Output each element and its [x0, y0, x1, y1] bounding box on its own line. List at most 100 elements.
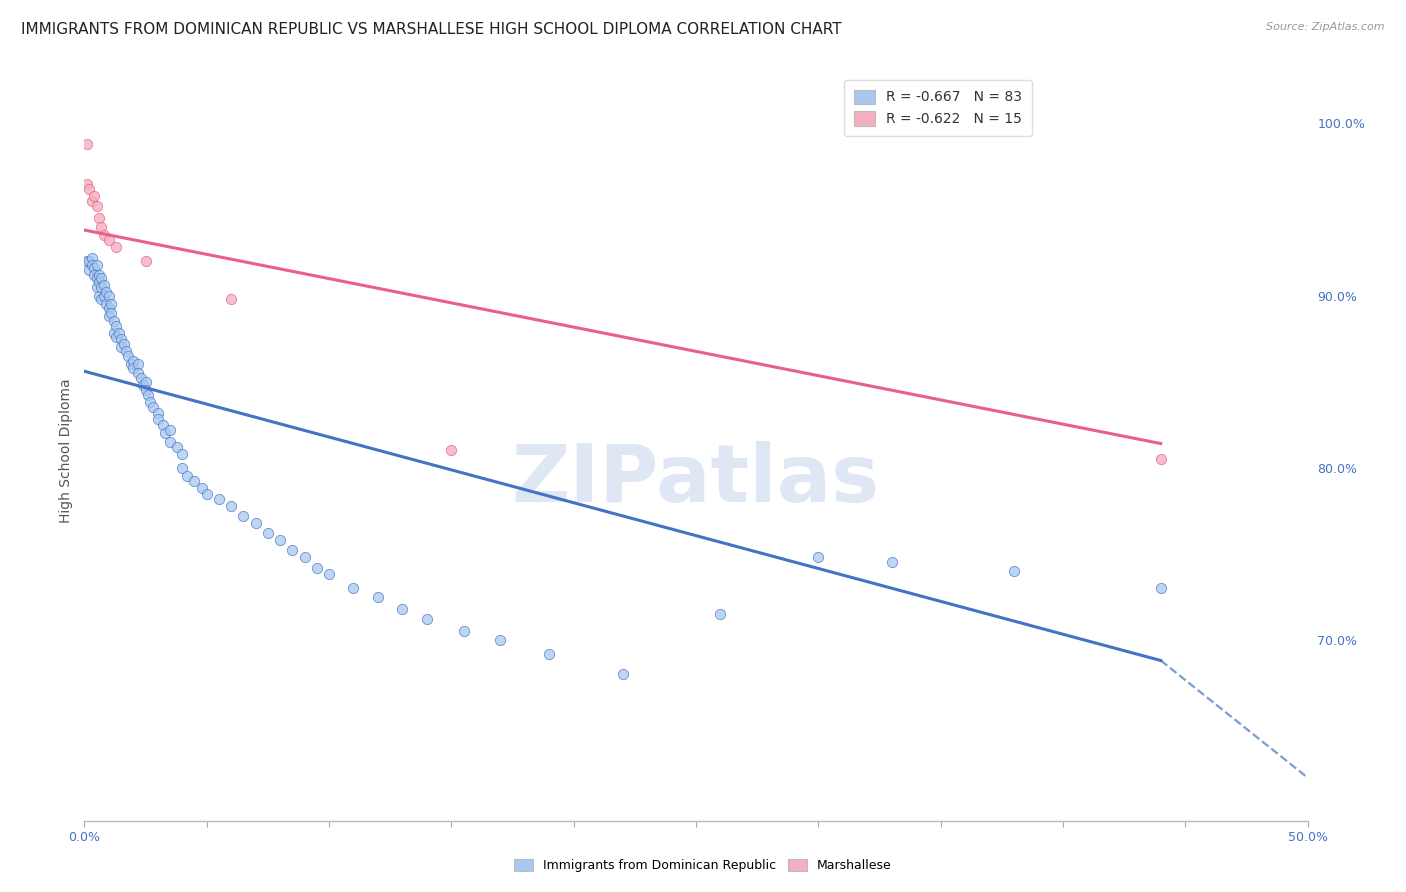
Point [87, 268, 110, 282]
Legend: Immigrants from Dominican Republic, Marshallese: Immigrants from Dominican Republic, Mars… [509, 854, 897, 877]
Y-axis label: High School Diploma: High School Diploma [59, 378, 73, 523]
Point [97, 309, 120, 323]
Point [100, 306, 122, 320]
Point [127, 366, 149, 380]
Point [135, 375, 157, 389]
Point [86, 199, 108, 213]
Legend: R = -0.667   N = 83, R = -0.622   N = 15: R = -0.667 N = 83, R = -0.622 N = 15 [844, 79, 1032, 136]
Point [103, 314, 125, 328]
Point [90, 271, 112, 285]
Text: ZIPatlas: ZIPatlas [512, 441, 880, 519]
Point [77, 254, 100, 268]
Point [93, 278, 115, 293]
Point [86, 280, 108, 294]
Point [103, 326, 125, 341]
Point [142, 401, 165, 415]
Point [219, 499, 242, 513]
Point [172, 447, 194, 461]
Point [76, 177, 98, 191]
Point [96, 285, 118, 299]
Point [612, 667, 634, 681]
Point [112, 336, 135, 351]
Point [80, 251, 103, 265]
Point [183, 475, 205, 489]
Point [83, 188, 105, 202]
Point [100, 297, 122, 311]
Point [110, 340, 132, 354]
Point [391, 602, 413, 616]
Point [90, 219, 112, 234]
Point [90, 292, 112, 306]
Point [232, 508, 254, 523]
Point [80, 258, 103, 272]
Point [367, 590, 389, 604]
Point [416, 612, 439, 626]
Point [107, 326, 129, 341]
Point [342, 581, 364, 595]
Point [135, 254, 157, 268]
Point [105, 240, 128, 254]
Point [440, 443, 463, 458]
Point [153, 426, 176, 441]
Point [1150, 452, 1173, 467]
Point [208, 491, 231, 506]
Point [110, 332, 132, 346]
Point [80, 194, 103, 208]
Point [115, 343, 138, 358]
Point [77, 182, 100, 196]
Point [129, 371, 152, 385]
Point [105, 330, 128, 344]
Point [281, 543, 304, 558]
Point [146, 412, 169, 426]
Point [97, 288, 120, 302]
Point [159, 434, 181, 449]
Text: IMMIGRANTS FROM DOMINICAN REPUBLIC VS MARSHALLESE HIGH SCHOOL DIPLOMA CORRELATIO: IMMIGRANTS FROM DOMINICAN REPUBLIC VS MA… [21, 22, 842, 37]
Point [87, 275, 110, 289]
Point [135, 383, 157, 397]
Point [83, 260, 105, 275]
Point [176, 469, 198, 483]
Point [166, 440, 188, 454]
Point [489, 632, 512, 647]
Point [1150, 581, 1173, 595]
Point [318, 567, 340, 582]
Point [76, 254, 98, 268]
Point [136, 388, 159, 402]
Point [807, 550, 830, 565]
Point [219, 292, 242, 306]
Point [709, 607, 731, 621]
Point [245, 516, 267, 530]
Point [880, 555, 903, 569]
Point [146, 406, 169, 420]
Point [294, 550, 316, 565]
Point [269, 533, 291, 547]
Point [77, 262, 100, 277]
Point [86, 271, 108, 285]
Point [87, 288, 110, 302]
Point [97, 234, 120, 248]
Point [120, 357, 142, 371]
Point [117, 349, 139, 363]
Point [1002, 564, 1025, 578]
Point [305, 560, 328, 574]
Point [127, 357, 149, 371]
Point [159, 423, 181, 437]
Point [96, 297, 118, 311]
Point [93, 228, 115, 243]
Point [97, 301, 120, 315]
Point [83, 268, 105, 282]
Point [152, 417, 174, 432]
Point [191, 481, 214, 495]
Point [132, 378, 155, 392]
Point [139, 395, 162, 409]
Point [76, 136, 98, 151]
Point [172, 460, 194, 475]
Point [122, 360, 145, 375]
Point [105, 319, 128, 334]
Point [538, 647, 561, 661]
Point [90, 280, 112, 294]
Point [257, 526, 280, 541]
Point [86, 258, 108, 272]
Point [453, 624, 475, 639]
Point [87, 211, 110, 225]
